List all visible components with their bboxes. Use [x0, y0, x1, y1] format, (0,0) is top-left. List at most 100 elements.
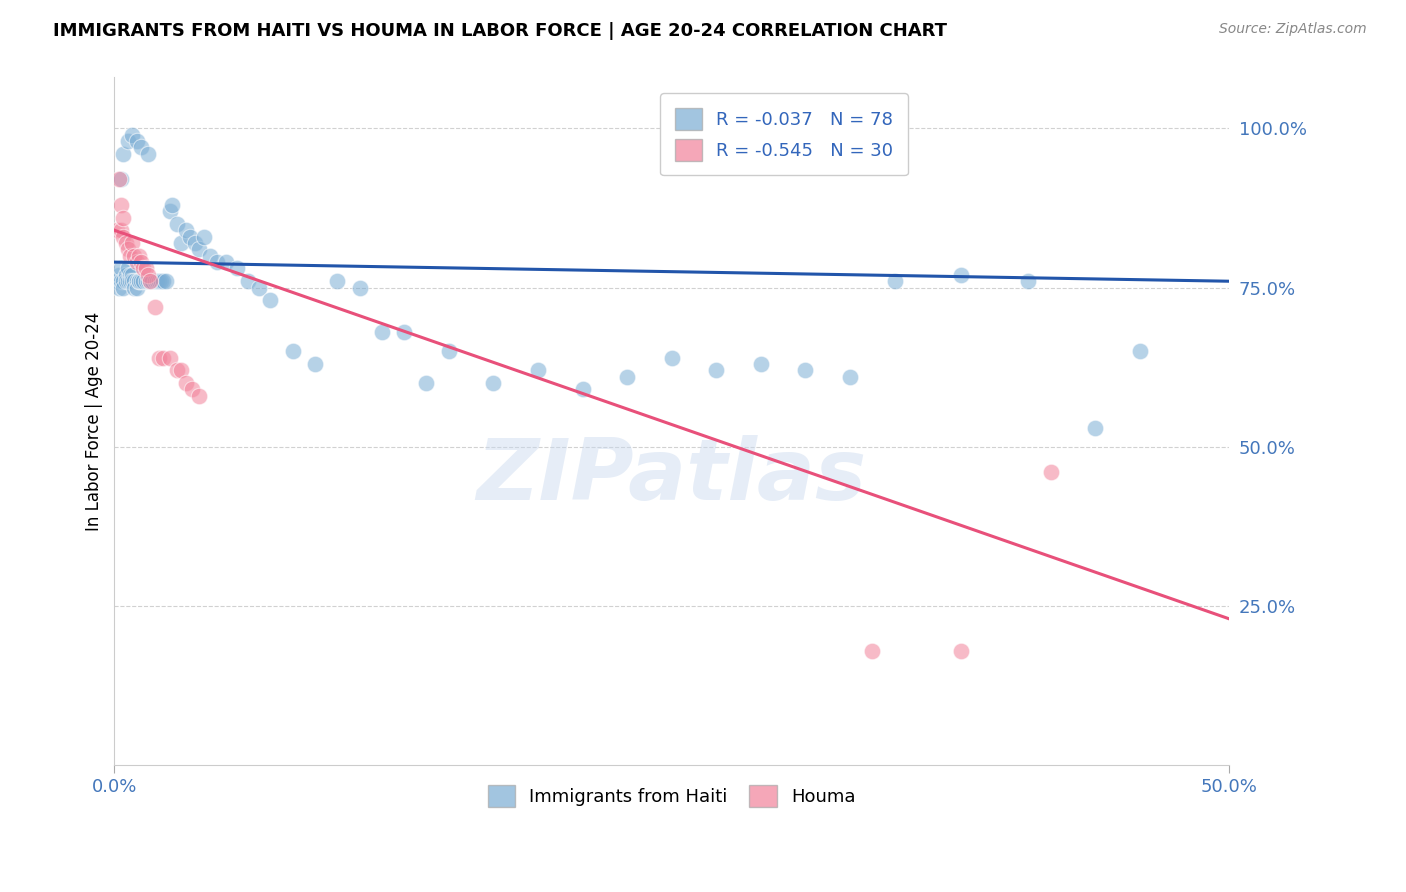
- Point: [125, 134, 148, 148]
- Point: [105, 223, 128, 237]
- Point: [571, 383, 593, 397]
- Point: [1084, 420, 1107, 434]
- Point: [117, 261, 139, 276]
- Point: [128, 249, 150, 263]
- Point: [304, 357, 326, 371]
- Text: IMMIGRANTS FROM HAITI VS HOUMA IN LABOR FORCE | AGE 20-24 CORRELATION CHART: IMMIGRANTS FROM HAITI VS HOUMA IN LABOR …: [53, 22, 948, 40]
- Point: [135, 261, 157, 276]
- Point: [749, 357, 772, 371]
- Point: [148, 274, 170, 288]
- Point: [1129, 344, 1152, 359]
- Point: [117, 243, 139, 257]
- Point: [110, 261, 132, 276]
- Point: [183, 235, 205, 250]
- Point: [112, 280, 135, 294]
- Point: [114, 235, 136, 250]
- Point: [118, 268, 141, 282]
- Point: [1017, 274, 1039, 288]
- Point: [148, 351, 170, 365]
- Point: [616, 369, 638, 384]
- Point: [152, 274, 174, 288]
- Point: [112, 229, 135, 244]
- Point: [152, 351, 174, 365]
- Point: [839, 369, 862, 384]
- Point: [124, 274, 146, 288]
- Point: [141, 274, 163, 288]
- Point: [950, 643, 973, 657]
- Point: [1039, 465, 1062, 479]
- Point: [118, 274, 141, 288]
- Point: [129, 140, 152, 154]
- Point: [136, 268, 159, 282]
- Point: [950, 268, 973, 282]
- Point: [661, 351, 683, 365]
- Point: [326, 274, 349, 288]
- Point: [181, 383, 204, 397]
- Point: [132, 274, 155, 288]
- Point: [159, 204, 181, 219]
- Point: [110, 172, 132, 186]
- Point: [108, 172, 131, 186]
- Point: [118, 249, 141, 263]
- Point: [392, 325, 415, 339]
- Point: [482, 376, 505, 390]
- Point: [247, 280, 270, 294]
- Legend: Immigrants from Haiti, Houma: Immigrants from Haiti, Houma: [481, 778, 863, 814]
- Point: [159, 351, 181, 365]
- Point: [188, 389, 211, 403]
- Point: [170, 235, 193, 250]
- Text: Source: ZipAtlas.com: Source: ZipAtlas.com: [1219, 22, 1367, 37]
- Point: [143, 274, 166, 288]
- Point: [193, 229, 215, 244]
- Point: [259, 293, 281, 308]
- Point: [205, 255, 228, 269]
- Point: [200, 249, 222, 263]
- Point: [188, 243, 211, 257]
- Point: [128, 274, 150, 288]
- Point: [114, 268, 136, 282]
- Point: [139, 274, 162, 288]
- Point: [155, 274, 177, 288]
- Y-axis label: In Labor Force | Age 20-24: In Labor Force | Age 20-24: [86, 311, 103, 531]
- Point: [215, 255, 238, 269]
- Point: [415, 376, 437, 390]
- Point: [108, 268, 131, 282]
- Point: [129, 255, 152, 269]
- Point: [121, 128, 143, 142]
- Point: [112, 211, 135, 225]
- Point: [349, 280, 371, 294]
- Point: [139, 274, 162, 288]
- Point: [166, 217, 188, 231]
- Point: [128, 274, 150, 288]
- Point: [108, 280, 131, 294]
- Point: [794, 363, 817, 377]
- Point: [281, 344, 304, 359]
- Point: [143, 300, 166, 314]
- Point: [117, 274, 139, 288]
- Point: [117, 134, 139, 148]
- Point: [174, 376, 197, 390]
- Point: [124, 249, 146, 263]
- Point: [125, 255, 148, 269]
- Point: [110, 198, 132, 212]
- Point: [114, 274, 136, 288]
- Point: [121, 268, 143, 282]
- Text: ZIPatlas: ZIPatlas: [477, 434, 866, 518]
- Point: [121, 274, 143, 288]
- Point: [704, 363, 727, 377]
- Point: [437, 344, 460, 359]
- Point: [150, 274, 173, 288]
- Point: [129, 274, 152, 288]
- Point: [162, 198, 184, 212]
- Point: [125, 280, 148, 294]
- Point: [860, 643, 883, 657]
- Point: [125, 274, 148, 288]
- Point: [135, 274, 157, 288]
- Point: [132, 261, 155, 276]
- Point: [112, 146, 135, 161]
- Point: [174, 223, 197, 237]
- Point: [166, 363, 188, 377]
- Point: [110, 274, 132, 288]
- Point: [226, 261, 249, 276]
- Point: [121, 235, 143, 250]
